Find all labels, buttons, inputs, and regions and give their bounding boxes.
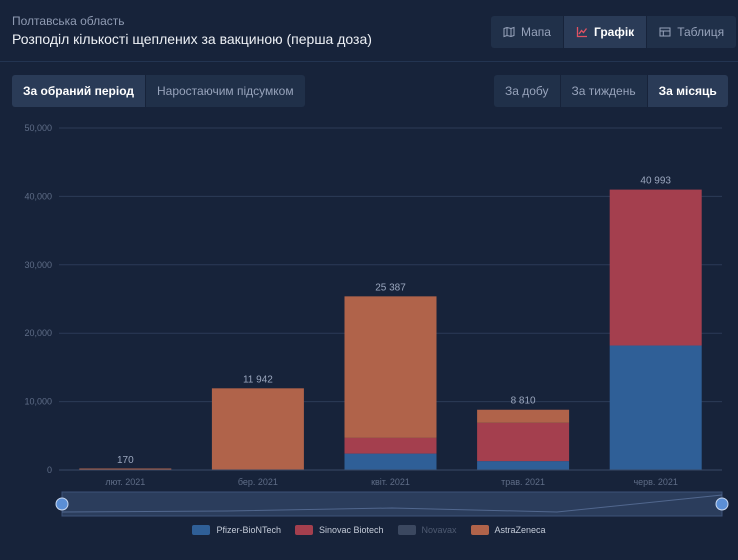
- legend-item-sinovac[interactable]: Sinovac Biotech: [294, 525, 384, 535]
- data-label: 170: [117, 455, 134, 466]
- tab-cumulative[interactable]: Наростаючим підсумком: [145, 75, 305, 107]
- tab-map-label: Мапа: [521, 25, 551, 39]
- zoom-slider-track[interactable]: [61, 491, 723, 517]
- tab-chart-label: Графік: [593, 25, 635, 39]
- legend-label-sinovac: Sinovac Biotech: [318, 525, 384, 535]
- x-tick-label: бер. 2021: [238, 477, 278, 487]
- zoom-handle-left[interactable]: [55, 497, 69, 511]
- legend-swatch-novavax: [397, 525, 416, 535]
- data-label: 11 942: [243, 374, 273, 385]
- y-tick-label: 50,000: [24, 123, 52, 133]
- chart-title: Розподіл кількості щеплених за вакциною …: [12, 31, 372, 47]
- zoom-slider-preview: [61, 494, 723, 513]
- data-label: 25 387: [375, 282, 406, 293]
- tab-daily[interactable]: За добу: [494, 75, 561, 107]
- x-tick-label: черв. 2021: [633, 477, 678, 487]
- bar-segment[interactable]: [344, 296, 437, 438]
- bar-segment[interactable]: [477, 422, 570, 462]
- bar-segment[interactable]: [211, 388, 304, 470]
- tab-weekly[interactable]: За тиждень: [560, 75, 648, 107]
- tab-map[interactable]: Мапа: [491, 16, 564, 48]
- region-label: Полтавська область: [12, 14, 125, 28]
- legend-swatch-astrazeneca: [470, 525, 489, 535]
- y-tick-label: 30,000: [24, 260, 52, 270]
- y-tick-label: 20,000: [24, 328, 52, 338]
- interval-switcher: За добу За тиждень За місяць: [494, 75, 728, 107]
- view-switcher: Мапа Графік Таблиця: [491, 16, 737, 48]
- tab-monthly[interactable]: За місяць: [647, 75, 728, 107]
- y-tick-label: 40,000: [24, 191, 52, 201]
- tab-selected-period[interactable]: За обраний період: [12, 75, 146, 107]
- map-icon: [503, 26, 515, 38]
- chart-legend: Pfizer-BioNTech Sinovac Biotech Novavax …: [0, 525, 738, 535]
- x-tick-label: лют. 2021: [105, 477, 145, 487]
- x-tick-label: квіт. 2021: [371, 477, 410, 487]
- legend-swatch-sinovac: [294, 525, 313, 535]
- legend-label-novavax: Novavax: [421, 525, 457, 535]
- y-tick-label: 0: [47, 465, 52, 475]
- tab-chart[interactable]: Графік: [563, 16, 648, 48]
- legend-swatch-pfizer: [192, 525, 211, 535]
- chart-icon: [576, 27, 588, 38]
- x-tick-label: трав. 2021: [501, 477, 545, 487]
- bar-segment[interactable]: [79, 468, 172, 471]
- bar-segment[interactable]: [344, 453, 437, 470]
- data-label: 40 993: [640, 176, 671, 187]
- y-tick-label: 10,000: [24, 397, 52, 407]
- bar-segment[interactable]: [477, 461, 570, 470]
- legend-item-novavax[interactable]: Novavax: [397, 525, 457, 535]
- tab-table[interactable]: Таблиця: [647, 16, 737, 48]
- bar-segment[interactable]: [477, 409, 570, 423]
- stacked-bar-chart: 0 10,000 20,000 30,000 40,000 50,000 170 лют. 2…: [24, 123, 729, 517]
- period-switcher: За обраний період Наростаючим підсумком: [12, 75, 305, 107]
- legend-label-pfizer: Pfizer-BioNTech: [216, 525, 281, 535]
- bar-segment[interactable]: [344, 437, 437, 454]
- legend-label-astrazeneca: AstraZeneca: [494, 525, 546, 535]
- bar-segment[interactable]: [609, 189, 702, 346]
- tab-table-label: Таблиця: [677, 25, 725, 39]
- legend-item-astrazeneca[interactable]: AstraZeneca: [470, 525, 546, 535]
- data-label: 8 810: [511, 396, 536, 407]
- zoom-handle-right[interactable]: [715, 497, 729, 511]
- header: Полтавська область Розподіл кількості ще…: [0, 0, 738, 62]
- legend-item-pfizer[interactable]: Pfizer-BioNTech: [192, 525, 281, 535]
- table-icon: [659, 27, 671, 37]
- bar-segment[interactable]: [609, 345, 702, 470]
